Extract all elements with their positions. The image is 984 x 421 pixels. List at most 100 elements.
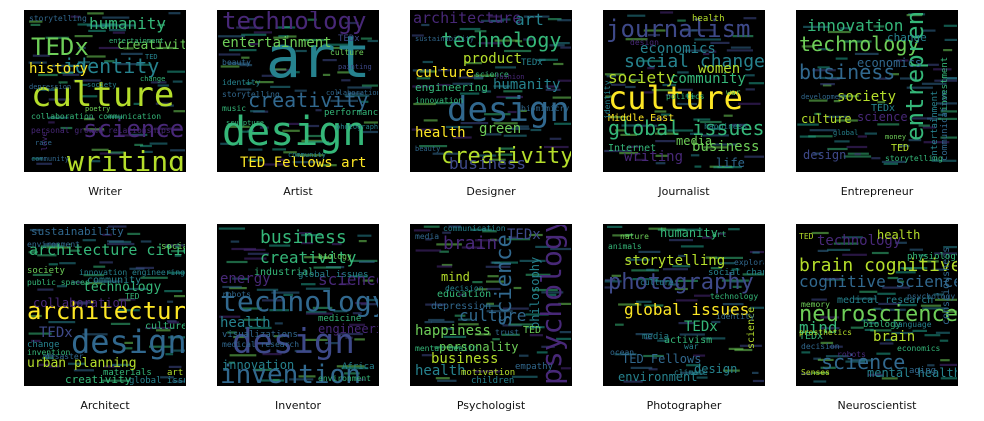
wordcloud-filler <box>738 102 761 105</box>
wordcloud-filler <box>552 96 571 99</box>
wordcloud-filler <box>361 84 378 87</box>
wordcloud-filler <box>229 49 257 52</box>
wordcloud-filler <box>808 99 828 102</box>
wordcloud-word: health <box>415 125 466 141</box>
wordcloud-filler <box>619 152 639 155</box>
wordcloud-word: performance <box>324 108 378 118</box>
wordcloud-filler <box>149 345 172 348</box>
wordcloud-filler <box>104 60 115 63</box>
wordcloud-filler <box>841 236 863 239</box>
wordcloud-word: creativity <box>260 248 357 267</box>
wordcloud-word: invention <box>27 348 71 357</box>
wordcloud-filler <box>731 268 740 271</box>
wordcloud-filler <box>873 307 881 310</box>
wordcloud-image: art design technology creativity entertainme… <box>217 10 379 172</box>
wordcloud-filler <box>717 232 726 235</box>
wordcloud-filler <box>922 29 936 32</box>
wordcloud-filler <box>453 136 472 139</box>
wordcloud-filler <box>655 140 676 143</box>
wordcloud-word: development <box>801 93 847 101</box>
wordcloud-filler <box>93 280 121 283</box>
wordcloud-filler <box>58 71 74 74</box>
wordcloud-filler <box>98 46 121 50</box>
wordcloud-filler <box>357 378 365 381</box>
wordcloud-word: art <box>712 230 727 239</box>
wordcloud-word: exploration <box>734 258 764 267</box>
wordcloud-filler <box>627 145 641 148</box>
wordcloud-word: TED Fellows <box>622 352 701 366</box>
wordcloud-filler <box>943 24 957 27</box>
wordcloud-word: TED <box>891 143 909 154</box>
wordcloud-filler <box>232 277 243 280</box>
wordcloud-filler <box>829 345 843 348</box>
wordcloud-filler <box>425 238 432 241</box>
wordcloud-filler <box>696 376 708 379</box>
wordcloud-filler <box>56 285 67 288</box>
wordcloud-filler <box>167 300 174 303</box>
wordcloud-filler <box>68 362 86 365</box>
wordcloud-filler <box>857 135 867 138</box>
wordcloud-filler <box>29 20 43 23</box>
wordcloud-filler <box>512 375 538 378</box>
wordcloud-filler <box>119 298 136 301</box>
wordcloud-word: race <box>35 139 52 147</box>
wordcloud-filler <box>612 234 630 237</box>
wordcloud-filler <box>811 298 827 301</box>
wordcloud-word: journalism <box>606 15 751 43</box>
wordcloud-filler <box>933 293 944 296</box>
wordcloud-filler <box>354 302 369 305</box>
wordcloud-word: identity <box>63 54 159 78</box>
wordcloud-filler <box>262 353 282 356</box>
wordcloud-filler <box>655 132 679 135</box>
wordcloud-filler <box>248 159 263 162</box>
wordcloud-filler <box>491 261 518 264</box>
wordcloud-filler <box>677 228 703 231</box>
wordcloud-image: culture writing science TEDx identity humanit… <box>24 10 186 172</box>
wordcloud-filler <box>259 126 269 129</box>
wordcloud-filler <box>722 303 744 306</box>
wordcloud-filler <box>230 240 240 243</box>
wordcloud-svg: culture journalism global issues social cha… <box>604 11 764 170</box>
wordcloud-filler <box>155 102 172 105</box>
wordcloud-word: psychology <box>907 292 955 301</box>
wordcloud-filler <box>48 365 60 368</box>
wordcloud-filler <box>423 119 438 122</box>
wordcloud-filler <box>887 276 899 280</box>
wordcloud-filler <box>818 48 831 51</box>
wordcloud-filler <box>803 25 830 28</box>
wordcloud-word: activism <box>664 335 712 346</box>
wordcloud-word: design <box>232 322 355 362</box>
wordcloud-filler <box>515 125 529 128</box>
wordcloud-word: science <box>746 307 757 349</box>
wordcloud-filler <box>262 299 284 302</box>
wordcloud-filler <box>647 67 655 70</box>
wordcloud-word: life <box>716 156 745 170</box>
wordcloud-filler <box>711 320 721 324</box>
wordcloud-filler <box>459 27 481 31</box>
wordcloud-filler <box>501 18 511 21</box>
wordcloud-filler <box>503 134 527 137</box>
wordcloud-filler <box>525 273 551 276</box>
wordcloud-filler <box>330 99 358 102</box>
wordcloud-filler <box>304 256 328 259</box>
wordcloud-filler <box>229 354 257 357</box>
wordcloud-filler <box>494 39 518 42</box>
wordcloud-filler <box>877 292 896 295</box>
wordcloud-filler <box>231 247 256 251</box>
wordcloud-word: design <box>222 109 367 155</box>
wordcloud-filler <box>32 273 52 276</box>
wordcloud-filler <box>675 279 698 282</box>
wordcloud-filler <box>312 306 333 309</box>
wordcloud-filler <box>877 101 886 104</box>
wordcloud-word: technology <box>710 292 758 301</box>
wordcloud-filler <box>48 263 58 266</box>
wordcloud-word: mental health <box>415 344 478 353</box>
wordcloud-filler <box>411 128 436 131</box>
wordcloud-word: TEDx <box>799 331 823 342</box>
wordcloud-filler <box>607 225 623 228</box>
wordcloud-filler <box>900 77 917 80</box>
wordcloud-word: war <box>684 342 699 351</box>
wordcloud-filler <box>475 154 497 157</box>
